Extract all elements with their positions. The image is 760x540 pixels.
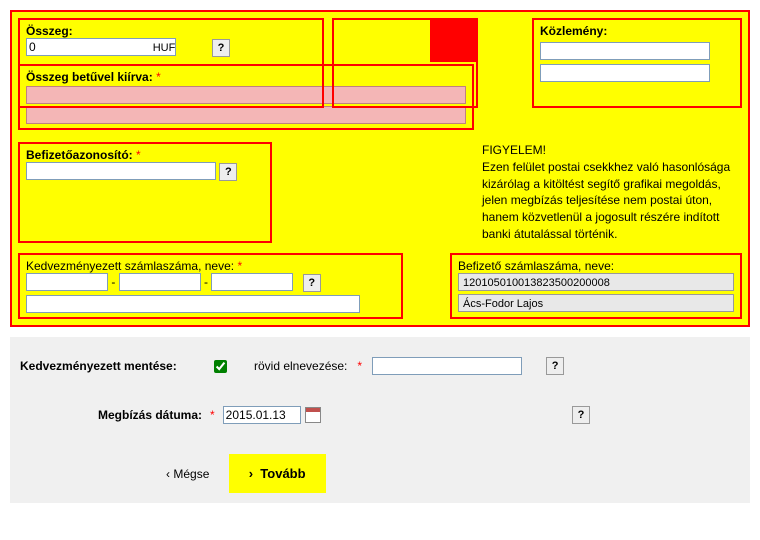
cancel-label: Mégse (173, 467, 209, 481)
lsaquo-icon: ‹ (166, 467, 170, 481)
warning-body: Ezen felület postai csekkhez való hasonl… (482, 159, 736, 243)
short-name-input[interactable] (372, 357, 522, 375)
red-mark (430, 20, 476, 62)
amount-words-field-2[interactable] (26, 106, 466, 124)
short-name-label: rövid elnevezése: (254, 359, 347, 373)
payer-acct-label: Befizető számlaszáma, neve: (458, 259, 614, 273)
form-lower: Kedvezményezett mentése: rövid elnevezés… (10, 337, 750, 503)
warning-block: FIGYELEM! Ezen felület postai csekkhez v… (474, 140, 744, 245)
payer-id-label: Befizetőazonosító: (26, 148, 133, 162)
required-star: * (210, 408, 215, 422)
cheque-panel: Összeg: HUF ? Közlemény: Összeg betűvel … (10, 10, 750, 327)
required-star: * (156, 70, 161, 84)
order-date-help-button[interactable]: ? (572, 406, 590, 424)
payer-id-help-button[interactable]: ? (219, 163, 237, 181)
beneficiary-label: Kedvezményezett számlaszáma, neve: (26, 259, 234, 273)
benef-acct-part-2[interactable] (119, 273, 201, 291)
payer-id-input[interactable] (26, 162, 216, 180)
amount-label: Összeg: (26, 24, 73, 38)
payer-id-box: Befizetőazonosító: * ? (18, 142, 272, 243)
required-star: * (357, 359, 362, 373)
save-benef-checkbox[interactable] (214, 360, 227, 373)
order-date-input[interactable] (223, 406, 301, 424)
save-benef-label: Kedvezményezett mentése: (20, 359, 210, 373)
benef-name-input[interactable] (26, 295, 360, 313)
warning-title: FIGYELEM! (482, 142, 736, 159)
amount-help-button[interactable]: ? (212, 39, 230, 57)
payer-account-box: Befizető számlaszáma, neve: 120105010013… (450, 253, 742, 319)
amount-box: Összeg: HUF ? (18, 18, 324, 108)
benef-acct-part-3[interactable] (211, 273, 293, 291)
benef-acct-part-1[interactable] (26, 273, 108, 291)
calendar-icon[interactable] (305, 407, 321, 423)
notice-input-2[interactable] (540, 64, 710, 82)
dash: - (204, 275, 208, 289)
next-button[interactable]: › Tovább (229, 454, 326, 493)
benef-help-button[interactable]: ? (303, 274, 321, 292)
amount-input[interactable] (26, 38, 176, 56)
beneficiary-box: Kedvezményezett számlaszáma, neve: * - -… (18, 253, 403, 319)
amount-words-label: Összeg betűvel kiírva: (26, 70, 153, 84)
cancel-button[interactable]: ‹ Mégse (150, 455, 225, 493)
short-name-help-button[interactable]: ? (546, 357, 564, 375)
order-date-label: Megbízás dátuma: (20, 408, 210, 422)
notice-input-1[interactable] (540, 42, 710, 60)
required-star: * (237, 259, 242, 273)
chevron-icon: › (249, 466, 253, 481)
notice-label: Közlemény: (540, 24, 607, 38)
payer-acct-number: 120105010013823500200008 (458, 273, 734, 291)
code-box (332, 18, 478, 108)
required-star: * (136, 148, 141, 162)
notice-box: Közlemény: (532, 18, 742, 108)
dash: - (111, 275, 115, 289)
payer-acct-name: Ács-Fodor Lajos (458, 294, 734, 312)
next-label: Tovább (260, 466, 305, 481)
